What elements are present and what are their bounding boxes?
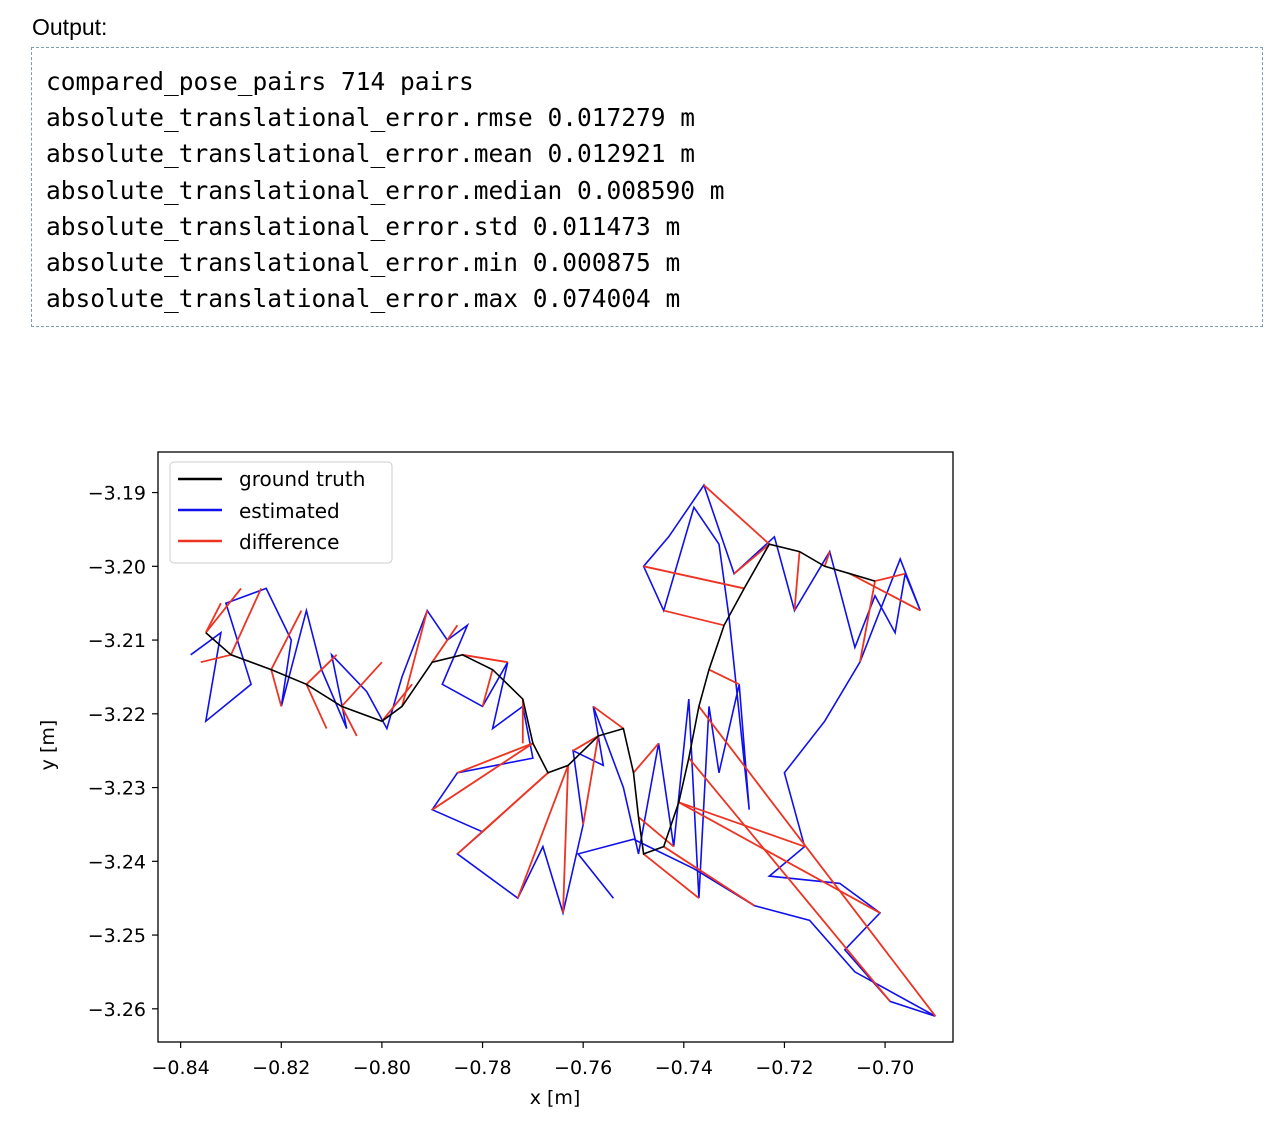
output-line: compared_pose_pairs 714 pairs [46,67,474,96]
series-layer [190,483,937,1017]
difference-segment [431,742,534,811]
y-tick-label: −3.23 [88,778,146,800]
x-tick-label: −0.70 [856,1057,914,1079]
y-tick-label: −3.20 [88,556,146,578]
x-tick-label: −0.84 [152,1057,210,1079]
y-tick-label: −3.24 [88,851,146,873]
difference-segment [849,572,921,612]
y-tick-label: −3.22 [88,704,146,726]
difference-segment [678,801,881,914]
difference-segment [874,572,906,582]
difference-segment [733,543,770,575]
difference-segment [637,816,675,848]
difference-segment [642,853,700,899]
difference-segment [205,587,242,634]
legend: ground truth estimated difference [169,461,393,564]
difference-segment [204,602,222,634]
difference-segment [859,580,876,663]
difference-segment [663,845,755,907]
x-tick-label: −0.72 [755,1057,813,1079]
output-lines: compared_pose_pairs 714 pairs absolute_tr… [46,64,725,317]
output-line: absolute_translational_error.max 0.07400… [46,284,681,314]
y-tick-label: −3.19 [88,483,146,505]
difference-segment [708,668,740,686]
difference-segment [688,757,891,1003]
difference-segment [230,588,262,656]
x-tick-label: −0.82 [252,1057,310,1079]
difference-segment [793,551,801,611]
difference-segment [562,765,569,913]
y-tick-label: −3.21 [88,630,146,652]
x-tick-label: −0.76 [554,1057,612,1079]
difference-segment [462,653,508,664]
ticks-layer: −0.84 −0.82 −0.80 −0.78 −0.76 −0.74 −0.72 −0.70… [88,483,914,1079]
y-tick-label: −3.25 [88,925,146,947]
difference-segment [582,735,600,825]
y-tick-label: −3.26 [88,999,146,1021]
legend-label-difference: difference [239,530,339,554]
difference-segment [340,706,358,737]
difference-segment [200,653,232,664]
difference-segment [401,610,429,707]
x-tick-label: −0.80 [353,1057,411,1079]
series-line-ground-truth [205,543,876,855]
output-label: Output: [32,14,108,40]
difference-segment [516,765,569,899]
difference-segment [340,661,383,708]
difference-segment [305,654,338,685]
difference-segment [305,683,328,729]
difference-segment [632,742,660,774]
output-line: absolute_translational_error.rmse 0.0172… [46,103,696,133]
difference-segment [592,705,624,730]
x-axis-label: x [m] [530,1087,581,1109]
output-line: absolute_translational_error.std 0.01147… [46,211,681,241]
y-axis-label: y [m] [37,720,59,771]
difference-segment [456,772,549,855]
difference-segment [678,801,805,848]
difference-segment [457,742,534,774]
output-line: absolute_translational_error.median 0.00… [46,175,725,205]
x-tick-label: −0.74 [655,1057,713,1079]
difference-segment [572,735,599,752]
difference-segment [703,484,770,545]
x-tick-label: −0.78 [453,1057,511,1079]
difference-segment [663,609,725,627]
difference-segment [431,624,459,663]
series-line-estimated [190,483,936,1017]
difference-segment [698,705,937,1017]
output-line: absolute_translational_error.min 0.00087… [46,248,681,278]
legend-label-estimated: estimated [239,499,340,523]
legend-label-ground-truth: ground truth [239,467,365,491]
output-line: absolute_translational_error.mean 0.0129… [46,139,696,169]
difference-segment [270,610,303,670]
difference-segment [270,669,283,707]
difference-segment [643,565,745,590]
legend-box [169,461,393,564]
difference-segment [823,551,831,567]
difference-segment [481,669,494,707]
output-box: compared_pose_pairs 714 pairs absolute_tr… [31,47,1263,327]
